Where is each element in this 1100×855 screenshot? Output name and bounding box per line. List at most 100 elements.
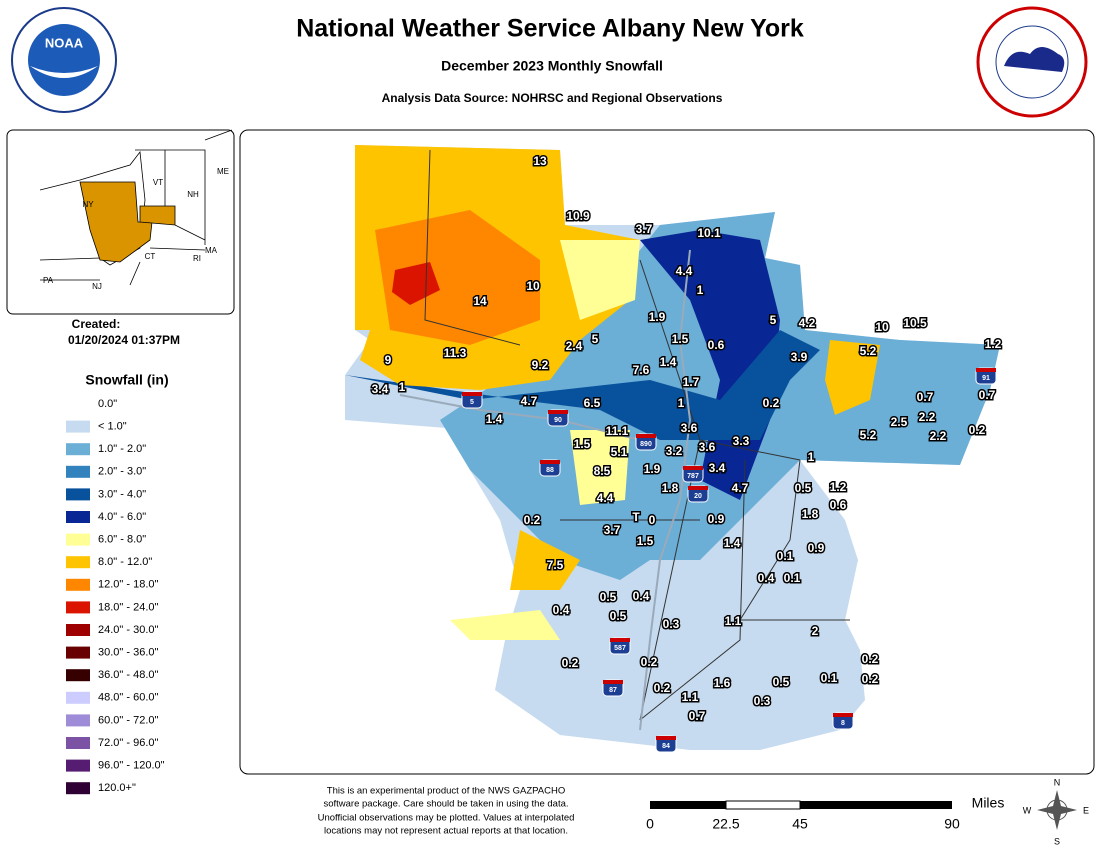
legend-swatch	[66, 556, 90, 569]
legend-label: 8.0" - 12.0"	[98, 556, 152, 568]
highway-shield-top	[683, 466, 703, 470]
legend-swatch	[66, 646, 90, 659]
legend-swatch	[66, 420, 90, 433]
observation: 1.4	[660, 355, 677, 369]
observation: 10	[526, 279, 540, 293]
inset-label: ME	[217, 167, 229, 176]
created-label: Created:	[72, 317, 121, 331]
observation: 11.1	[606, 424, 629, 438]
subtitle: December 2023 Monthly Snowfall	[441, 58, 663, 74]
observation: 0.2	[654, 681, 671, 695]
observation: 7.6	[633, 363, 650, 377]
observation: 0.9	[808, 541, 825, 555]
highway-shield-top	[548, 410, 568, 414]
observation: 11.3	[444, 346, 467, 360]
highway-label: 890	[640, 441, 652, 448]
scale-tick: 90	[944, 816, 960, 832]
observation: 1.5	[637, 534, 654, 548]
observation: 1.6	[714, 676, 731, 690]
observation: 1.8	[802, 507, 819, 521]
observation: 2.2	[930, 429, 947, 443]
observation: 1.2	[985, 337, 1002, 351]
observation: 0.4	[758, 571, 775, 585]
legend-swatch	[66, 533, 90, 546]
created-date: 01/20/2024 01:37PM	[68, 333, 180, 347]
observation: 5.2	[860, 344, 877, 358]
noaa-logo: NOAA	[11, 7, 117, 113]
highway-label: 91	[982, 375, 990, 382]
compass-label: E	[1083, 805, 1089, 815]
observation: 0	[649, 513, 656, 527]
observation: 5	[770, 313, 777, 327]
compass-label: W	[1023, 805, 1032, 815]
rivers	[399, 249, 692, 731]
observation: 4.2	[799, 316, 816, 330]
observation: 10.5	[903, 316, 927, 330]
observation: 0.1	[821, 671, 838, 685]
inset-label: RI	[193, 254, 201, 263]
observation: 0.2	[862, 672, 879, 686]
observation: 7.5	[547, 558, 564, 572]
observation: 0.2	[763, 396, 780, 410]
scale-tick: 22.5	[712, 816, 739, 832]
legend-title: Snowfall (in)	[85, 372, 168, 388]
observation: 0.5	[795, 481, 812, 495]
inset-map	[39, 129, 233, 286]
scale-unit: Miles	[972, 795, 1005, 811]
legend-swatch	[66, 601, 90, 614]
observation: 3.9	[791, 350, 808, 364]
legend-label: 3.0" - 4.0"	[98, 488, 146, 500]
observation: 0.5	[773, 675, 790, 689]
observation: 0.7	[979, 388, 996, 402]
scale-tick: 0	[646, 816, 654, 832]
observation: 3.4	[709, 461, 726, 475]
observation: 1.1	[725, 614, 742, 628]
observation: 0.2	[562, 656, 579, 670]
observation: 8.5	[594, 464, 611, 478]
legend-label: 60.0" - 72.0"	[98, 714, 158, 726]
observation: 3.2	[666, 444, 683, 458]
observation: 0.6	[708, 338, 725, 352]
highway-shield-top	[462, 392, 482, 396]
observation: 2.2	[919, 410, 936, 424]
observation: 1.9	[644, 462, 661, 476]
county-lines	[424, 149, 850, 721]
inset-label: NJ	[92, 282, 102, 291]
legend-swatch	[66, 782, 90, 795]
observation: 9.2	[532, 358, 549, 372]
compass-label: S	[1054, 836, 1060, 846]
observation: 1.5	[574, 437, 591, 451]
legend-swatch	[66, 759, 90, 772]
highway-shield-top	[688, 486, 708, 490]
inset-label: NY	[82, 200, 94, 209]
compass-label: N	[1054, 777, 1061, 787]
nws-logo	[976, 6, 1088, 118]
inset-label: CT	[145, 252, 156, 261]
compass	[1037, 790, 1077, 830]
scale-bar	[650, 800, 952, 810]
legend: 0.0" < 1.0" 1.0" - 2.0" 2.0" - 3.0" 3.0" - 4…	[66, 398, 165, 795]
inset-labels: VT NH ME NY MA CT RI PA NJ	[43, 167, 229, 291]
legend-swatch	[66, 443, 90, 456]
observation: 3.4	[372, 382, 389, 396]
observation: 3.6	[699, 440, 716, 454]
observation: 4.7	[521, 394, 538, 408]
observation: 0.2	[862, 652, 879, 666]
observation: 0.9	[708, 512, 725, 526]
observation: 0.1	[777, 549, 794, 563]
legend-label: 1.0" - 2.0"	[98, 443, 146, 455]
legend-label: 0.0"	[98, 398, 117, 410]
observation: 0.2	[641, 655, 658, 669]
observation: 10.1	[697, 226, 721, 240]
legend-label: 72.0" - 96.0"	[98, 737, 158, 749]
disclaimer-line: Unofficial observations may be plotted. …	[318, 813, 575, 824]
observation: 0.3	[754, 694, 771, 708]
observation: 13	[533, 154, 547, 168]
legend-label: 30.0" - 36.0"	[98, 647, 158, 659]
highway-shield-top	[833, 713, 853, 717]
observation: 0.5	[600, 590, 617, 604]
observation: 2	[812, 624, 819, 638]
inset-label: PA	[43, 276, 54, 285]
observation: 6.5	[584, 396, 601, 410]
